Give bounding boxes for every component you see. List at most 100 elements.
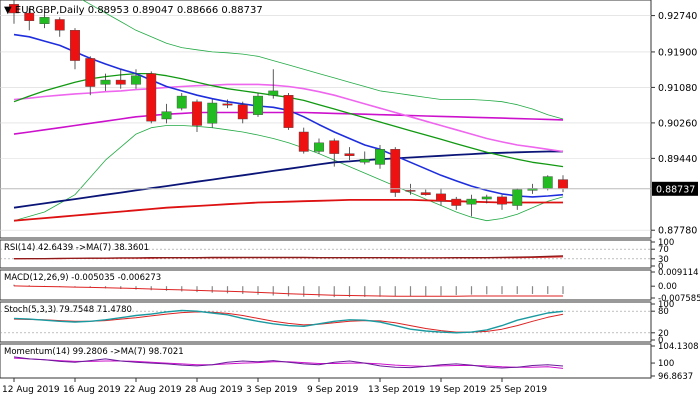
candle <box>9 0 19 24</box>
candle-body <box>222 103 233 106</box>
macd-histogram-bar <box>303 286 305 297</box>
candle <box>176 93 187 111</box>
pink-ma-line <box>13 83 564 153</box>
macd-histogram-bar <box>486 286 488 295</box>
momentum-tick-label: 100 <box>658 359 674 369</box>
price-axis: 0.92740 0.91900 0.91080 0.90260 0.89440 0.877… <box>651 11 697 237</box>
candle <box>70 28 80 70</box>
date-tick-label: 25 Sep 2019 <box>490 385 547 395</box>
macd-histogram-bar <box>531 286 534 294</box>
candlesticks <box>9 0 568 217</box>
candle <box>192 99 202 132</box>
candle <box>481 194 492 204</box>
candle <box>314 138 324 154</box>
upper-band-line <box>81 0 564 120</box>
macd-histogram-bar <box>318 286 320 298</box>
candle-body <box>176 95 187 109</box>
candle-body <box>253 95 263 115</box>
stoch-k-line <box>13 309 564 334</box>
candle-body <box>344 153 355 156</box>
rsi-tick-label: 30 <box>658 255 669 265</box>
macd-histogram-bar <box>13 284 15 287</box>
candle <box>436 188 446 206</box>
macd-histogram-bar <box>333 286 335 298</box>
price-tick-label: 0.92740 <box>658 11 697 22</box>
macd-histogram-bar <box>242 286 244 294</box>
candle-body <box>375 149 385 165</box>
macd-histogram-bar <box>425 286 427 296</box>
candle-body <box>558 179 568 189</box>
candle <box>24 7 35 31</box>
candle-body <box>466 198 477 205</box>
candle-body <box>54 19 65 31</box>
candle <box>161 103 172 124</box>
candle-body <box>451 198 462 206</box>
lower-band-line <box>13 125 564 222</box>
candle <box>466 194 477 217</box>
rsi-legend: RSI(14) 42.6439 ->MA(7) 38.3601 <box>4 243 149 253</box>
macd-histogram-bar <box>364 286 366 297</box>
macd-signal-line <box>13 285 563 297</box>
candle <box>253 93 263 117</box>
macd-histogram-bar <box>516 286 518 294</box>
macd-histogram-bar <box>348 286 351 298</box>
momentum-legend: Momentum(14) 99.2806 ->MA(7) 98.7021 <box>4 347 184 357</box>
candle-body <box>359 159 370 163</box>
candle <box>268 69 279 99</box>
date-tick-label: 12 Aug 2019 <box>2 385 60 395</box>
candle-body <box>314 142 324 152</box>
macd-histogram-bar <box>272 286 274 296</box>
price-tick-label: 0.87780 <box>658 226 697 237</box>
candle <box>237 101 248 124</box>
candle <box>54 17 65 37</box>
navy-ma-line <box>13 150 563 209</box>
date-tick-label: 16 Aug 2019 <box>63 385 121 395</box>
candle <box>542 175 553 191</box>
macd-tick-label: 0.009114 <box>658 268 699 278</box>
candle-body <box>436 193 446 202</box>
macd-histogram-bar <box>135 286 137 290</box>
candle-body <box>115 79 126 85</box>
candle <box>283 93 294 130</box>
candle <box>497 194 507 210</box>
stoch-tick-label: 20 <box>658 329 669 339</box>
candle <box>390 147 401 197</box>
macd-histogram-bar <box>257 286 259 295</box>
rsi-panel-frame <box>0 239 652 269</box>
candle <box>329 138 340 167</box>
candle <box>39 10 50 29</box>
candle-body <box>39 17 50 25</box>
macd-panel: 0.009114 0.00 -0.007585 MACD(12,26,9) -0.00… <box>0 268 700 304</box>
candle-body <box>542 176 553 189</box>
stoch-tick-label: 0 <box>658 336 663 346</box>
macd-histogram-bar <box>379 286 381 297</box>
macd-tick-label: 0.00 <box>658 282 677 292</box>
symbol-title: EURGBP,Daily <box>15 5 85 16</box>
candle <box>359 151 370 165</box>
candle-body <box>146 73 157 122</box>
candle <box>512 188 523 210</box>
candle-body <box>268 90 279 96</box>
candle-body <box>283 94 294 128</box>
candle-body <box>527 188 538 191</box>
macd-tick-label: -0.007585 <box>658 294 700 304</box>
momentum-panel: 104.1308 100 96.8637 Momentum(14) 99.2806 -… <box>0 342 699 382</box>
candle-body <box>207 102 218 124</box>
symbol-title-icon: ▼ <box>4 5 15 16</box>
macd-histogram-bar <box>501 286 503 295</box>
price-tick-label: 0.90260 <box>658 118 697 129</box>
momentum-tick-label: 96.8637 <box>658 372 693 382</box>
candle-body <box>9 4 19 14</box>
candle-body <box>24 12 35 21</box>
macd-histogram-bar <box>120 286 122 289</box>
date-axis: 12 Aug 2019 16 Aug 2019 22 Aug 2019 28 Aug … <box>2 378 547 395</box>
macd-legend: MACD(12,26,9) -0.005035 -0.006273 <box>4 273 161 283</box>
candle <box>146 71 157 124</box>
candle <box>85 56 96 96</box>
candle <box>451 196 462 210</box>
date-tick-label: 28 Aug 2019 <box>185 385 243 395</box>
